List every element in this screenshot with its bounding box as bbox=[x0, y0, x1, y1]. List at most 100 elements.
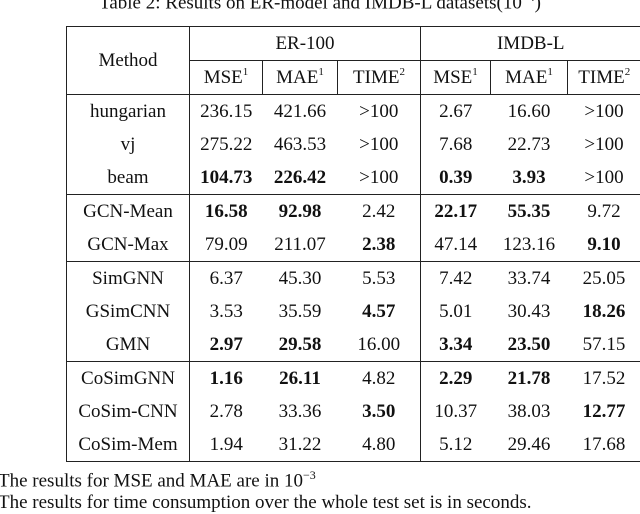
method-cell: hungarian bbox=[67, 95, 190, 129]
value-cell: 4.80 bbox=[338, 428, 421, 462]
value-cell: 236.15 bbox=[190, 95, 263, 129]
results-table: Method ER-100 IMDB-L MSE1 MAE1 TIME2 MSE… bbox=[66, 26, 640, 462]
value-cell: 2.78 bbox=[190, 395, 263, 428]
method-cell: GMN bbox=[67, 328, 190, 362]
value-cell: 35.59 bbox=[263, 295, 338, 328]
value-cell: 79.09 bbox=[190, 228, 263, 262]
method-header: Method bbox=[67, 27, 190, 95]
value-cell: 25.05 bbox=[568, 262, 640, 296]
subheader-label: TIME bbox=[353, 67, 399, 88]
value-cell: 2.29 bbox=[421, 362, 491, 396]
value-cell: 2.42 bbox=[338, 195, 421, 229]
value-cell: 275.22 bbox=[190, 128, 263, 161]
value-cell: 6.37 bbox=[190, 262, 263, 296]
subheader-sup: 1 bbox=[547, 66, 553, 78]
subheader-sup: 2 bbox=[625, 66, 631, 78]
subheader-mse: MSE1 bbox=[421, 61, 491, 95]
value-cell: 3.53 bbox=[190, 295, 263, 328]
value-cell: 23.50 bbox=[491, 328, 568, 362]
value-cell: 12.77 bbox=[568, 395, 640, 428]
value-cell: 16.58 bbox=[190, 195, 263, 229]
value-cell: 5.53 bbox=[338, 262, 421, 296]
value-cell: 22.73 bbox=[491, 128, 568, 161]
caption-close: ) bbox=[535, 0, 541, 13]
value-cell: 17.68 bbox=[568, 428, 640, 462]
group-header-er100: ER-100 bbox=[190, 27, 421, 61]
subheader-time: TIME2 bbox=[568, 61, 640, 95]
value-cell: >100 bbox=[568, 161, 640, 195]
value-cell: 0.39 bbox=[421, 161, 491, 195]
footnote-2: The results for time consumption over th… bbox=[0, 492, 531, 514]
method-cell: GSimCNN bbox=[67, 295, 190, 328]
subheader-label: MSE bbox=[204, 67, 243, 88]
value-cell: 1.94 bbox=[190, 428, 263, 462]
value-cell: 2.38 bbox=[338, 228, 421, 262]
method-cell: CoSim-Mem bbox=[67, 428, 190, 462]
value-cell: 463.53 bbox=[263, 128, 338, 161]
subheader-mae: MAE1 bbox=[263, 61, 338, 95]
value-cell: 18.26 bbox=[568, 295, 640, 328]
subheader-label: MAE bbox=[505, 67, 547, 88]
value-cell: 45.30 bbox=[263, 262, 338, 296]
method-cell: GCN-Max bbox=[67, 228, 190, 262]
value-cell: 7.68 bbox=[421, 128, 491, 161]
footnote-exponent: −3 bbox=[303, 468, 316, 482]
value-cell: 123.16 bbox=[491, 228, 568, 262]
value-cell: 4.82 bbox=[338, 362, 421, 396]
method-cell: CoSimGNN bbox=[67, 362, 190, 396]
table-caption: Table 2: Results on ER-model and IMDB-L … bbox=[0, 0, 640, 16]
value-cell: 16.60 bbox=[491, 95, 568, 129]
value-cell: >100 bbox=[338, 128, 421, 161]
footnotes: The results for MSE and MAE are in 10−3 … bbox=[0, 464, 531, 514]
value-cell: 3.34 bbox=[421, 328, 491, 362]
value-cell: 38.03 bbox=[491, 395, 568, 428]
subheader-label: MSE bbox=[433, 67, 472, 88]
value-cell: >100 bbox=[338, 95, 421, 129]
subheader-mae: MAE1 bbox=[491, 61, 568, 95]
method-cell: CoSim-CNN bbox=[67, 395, 190, 428]
method-cell: GCN-Mean bbox=[67, 195, 190, 229]
value-cell: 57.15 bbox=[568, 328, 640, 362]
value-cell: 421.66 bbox=[263, 95, 338, 129]
footnote-1: The results for MSE and MAE are in 10−3 bbox=[0, 464, 531, 492]
caption-exponent: −4 bbox=[522, 0, 535, 4]
value-cell: 5.12 bbox=[421, 428, 491, 462]
subheader-label: TIME bbox=[578, 67, 624, 88]
value-cell: 104.73 bbox=[190, 161, 263, 195]
subheader-sup: 1 bbox=[472, 66, 478, 78]
method-cell: vj bbox=[67, 128, 190, 161]
value-cell: 33.74 bbox=[491, 262, 568, 296]
method-cell: SimGNN bbox=[67, 262, 190, 296]
value-cell: 47.14 bbox=[421, 228, 491, 262]
value-cell: 7.42 bbox=[421, 262, 491, 296]
value-cell: 22.17 bbox=[421, 195, 491, 229]
footnote-text: The results for time consumption over th… bbox=[0, 492, 531, 513]
value-cell: >100 bbox=[568, 128, 640, 161]
value-cell: 3.93 bbox=[491, 161, 568, 195]
value-cell: 211.07 bbox=[263, 228, 338, 262]
method-cell: beam bbox=[67, 161, 190, 195]
value-cell: 92.98 bbox=[263, 195, 338, 229]
value-cell: 26.11 bbox=[263, 362, 338, 396]
subheader-sup: 1 bbox=[318, 66, 324, 78]
value-cell: 9.72 bbox=[568, 195, 640, 229]
value-cell: 30.43 bbox=[491, 295, 568, 328]
subheader-sup: 1 bbox=[243, 66, 249, 78]
value-cell: 2.97 bbox=[190, 328, 263, 362]
value-cell: 4.57 bbox=[338, 295, 421, 328]
value-cell: 33.36 bbox=[263, 395, 338, 428]
value-cell: 3.50 bbox=[338, 395, 421, 428]
value-cell: 226.42 bbox=[263, 161, 338, 195]
value-cell: 16.00 bbox=[338, 328, 421, 362]
value-cell: 29.58 bbox=[263, 328, 338, 362]
